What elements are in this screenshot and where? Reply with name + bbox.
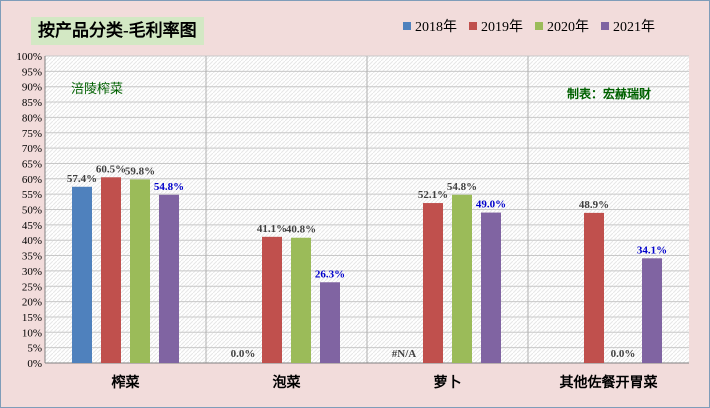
y-tick-label: 55% <box>22 189 42 201</box>
y-tick-label: 5% <box>27 343 42 355</box>
bar-2020年 <box>452 194 472 363</box>
bar-2019年 <box>101 177 121 363</box>
data-label: 0.0% <box>231 348 256 360</box>
y-tick-label: 70% <box>22 143 42 155</box>
y-tick-label: 20% <box>22 297 42 309</box>
legend-swatch-2021 <box>601 22 609 30</box>
y-tick-label: 95% <box>22 66 42 78</box>
legend-entry-2020: 2020年 <box>535 16 589 36</box>
legend-entry-2021: 2021年 <box>601 16 655 36</box>
y-tick-label: 10% <box>22 327 42 339</box>
legend-label-2018: 2018年 <box>415 20 457 35</box>
chart-legend: 2018年 2019年 2020年 2021年 <box>403 16 667 36</box>
data-label: 57.4% <box>67 173 97 185</box>
bar-2021年 <box>159 194 179 363</box>
y-tick-label: 65% <box>22 158 42 170</box>
legend-entry-2019: 2019年 <box>469 16 523 36</box>
bar-2018年 <box>72 186 92 363</box>
bar-2019年 <box>584 212 604 363</box>
legend-swatch-2020 <box>535 22 543 30</box>
data-label: 34.1% <box>637 244 667 256</box>
product-note: 涪陵榨菜 <box>71 81 124 96</box>
data-label: 52.1% <box>418 189 448 201</box>
data-label: 26.3% <box>315 268 345 280</box>
y-tick-label: 60% <box>22 174 42 186</box>
data-label: 59.8% <box>125 165 155 177</box>
data-label: #N/A <box>392 348 417 360</box>
bar-2019年 <box>423 203 443 363</box>
bar-2021年 <box>642 258 662 363</box>
legend-label-2019: 2019年 <box>481 20 523 35</box>
y-tick-label: 40% <box>22 235 42 247</box>
legend-label-2020: 2020年 <box>547 20 589 35</box>
y-tick-label: 75% <box>22 128 42 140</box>
data-label: 60.5% <box>96 163 126 175</box>
x-tick-label: 泡菜 <box>273 374 302 391</box>
bar-2019年 <box>262 236 282 363</box>
x-tick-label: 萝卜 <box>434 374 462 391</box>
data-label: 54.8% <box>154 181 184 193</box>
data-label: 48.9% <box>579 199 609 211</box>
data-label: 54.8% <box>447 181 477 193</box>
data-label: 0.0% <box>611 348 636 360</box>
y-tick-label: 100% <box>16 51 42 63</box>
legend-swatch-2018 <box>403 22 411 30</box>
legend-swatch-2019 <box>469 22 477 30</box>
data-label: 41.1% <box>257 223 287 235</box>
bar-2020年 <box>291 237 311 363</box>
data-label: 40.8% <box>286 224 316 236</box>
data-label: 49.0% <box>476 199 506 211</box>
y-tick-label: 45% <box>22 220 42 232</box>
chart-title: 按产品分类-毛利率图 <box>31 17 204 45</box>
x-tick-label: 榨菜 <box>111 374 141 391</box>
x-tick-label: 其他佐餐开胃菜 <box>560 374 659 391</box>
y-tick-label: 85% <box>22 97 42 109</box>
y-tick-label: 50% <box>22 205 42 217</box>
bar-2021年 <box>481 212 501 363</box>
y-tick-label: 90% <box>22 82 42 94</box>
y-tick-label: 15% <box>22 312 42 324</box>
y-tick-label: 35% <box>22 251 42 263</box>
y-tick-label: 80% <box>22 112 42 124</box>
legend-entry-2018: 2018年 <box>403 16 457 36</box>
y-tick-label: 25% <box>22 281 42 293</box>
bar-2020年 <box>130 179 150 363</box>
credit-note: 制表：宏赫瑞财 <box>567 87 652 101</box>
y-tick-label: 30% <box>22 266 42 278</box>
legend-label-2021: 2021年 <box>613 20 655 35</box>
bar-2021年 <box>320 282 340 363</box>
y-tick-label: 0% <box>27 358 42 370</box>
